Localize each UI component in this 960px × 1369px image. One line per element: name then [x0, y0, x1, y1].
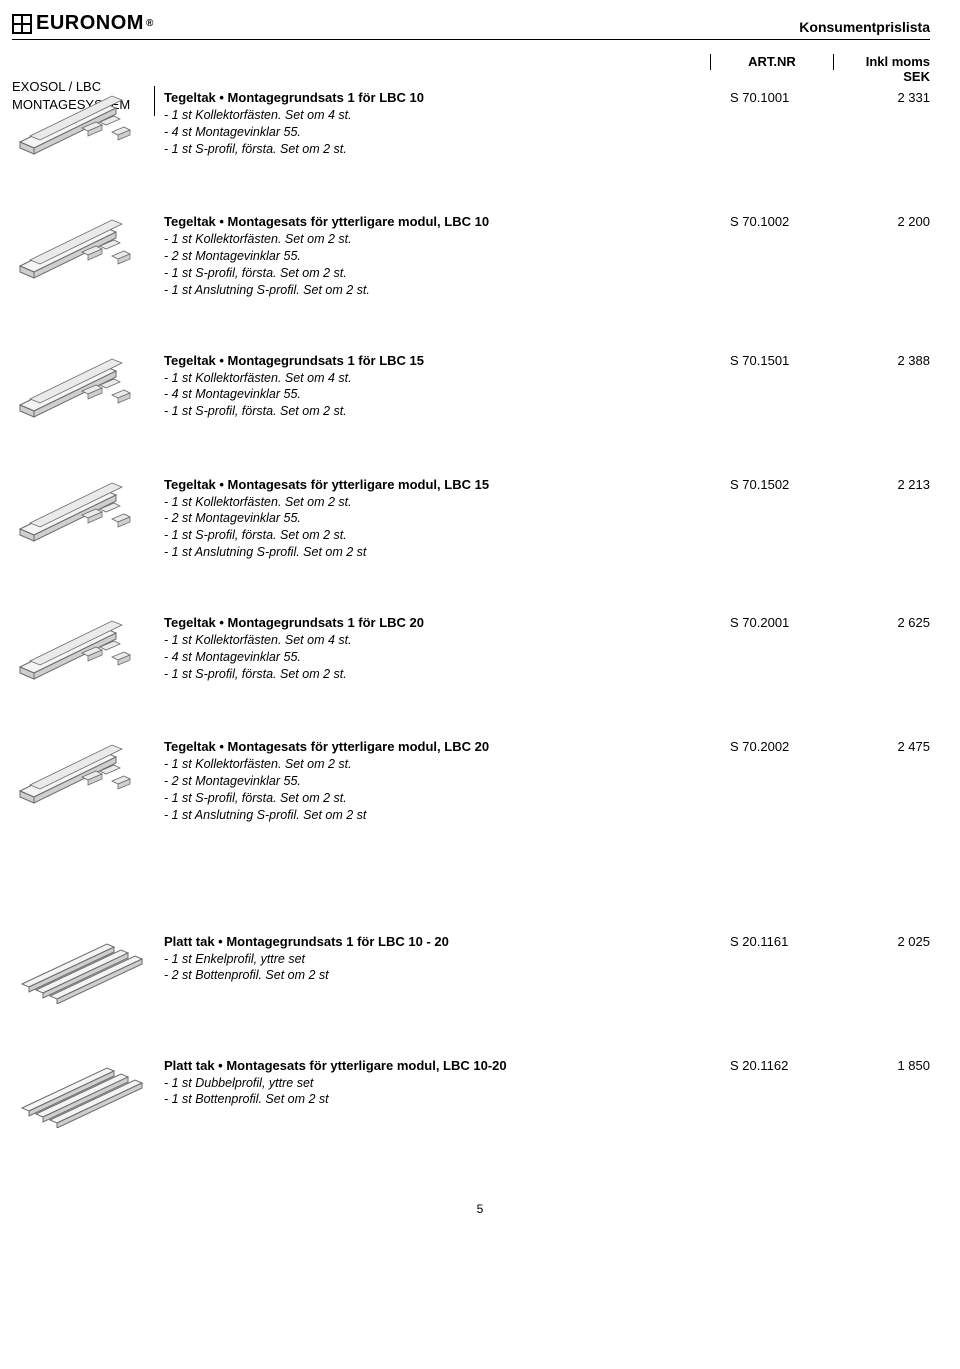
item-art-number: S 20.1162: [730, 1058, 840, 1073]
item-art-number: S 70.2002: [730, 739, 840, 754]
item-description: Platt tak • Montagesats för ytterligare …: [164, 1058, 730, 1109]
item-art-number: S 70.1501: [730, 353, 840, 368]
item-title: Tegeltak • Montagegrundsats 1 för LBC 15: [164, 353, 722, 368]
price-item: Tegeltak • Montagegrundsats 1 för LBC 20…: [12, 615, 930, 685]
item-description: Tegeltak • Montagesats för ytterligare m…: [164, 739, 730, 824]
item-title: Tegeltak • Montagesats för ytterligare m…: [164, 477, 722, 492]
item-details: - 1 st Kollektorfästen. Set om 2 st.- 2 …: [164, 494, 722, 562]
item-thumbnail: [12, 615, 152, 685]
item-price: 2 213: [840, 477, 930, 492]
column-header-price: Inkl momsSEK: [840, 54, 930, 84]
item-title: Platt tak • Montagesats för ytterligare …: [164, 1058, 722, 1073]
item-title: Tegeltak • Montagegrundsats 1 för LBC 20: [164, 615, 722, 630]
page-number: 5: [0, 1202, 960, 1228]
item-thumbnail: [12, 214, 152, 284]
registered-mark: ®: [146, 18, 154, 29]
column-header-art: ART.NR: [717, 54, 827, 84]
item-thumbnail: [12, 477, 152, 547]
item-title: Platt tak • Montagegrundsats 1 för LBC 1…: [164, 934, 722, 949]
price-item: Tegeltak • Montagesats för ytterligare m…: [12, 214, 930, 299]
item-details: - 1 st Kollektorfästen. Set om 2 st.- 2 …: [164, 231, 722, 299]
brand-name: EURONOM: [36, 12, 144, 35]
header-sep-2: [833, 54, 834, 70]
item-thumbnail: [12, 1058, 152, 1128]
item-details: - 1 st Enkelprofil, yttre set- 2 st Bott…: [164, 951, 722, 985]
brand-logo-icon: [12, 14, 32, 34]
item-price: 2 025: [840, 934, 930, 949]
item-art-number: S 20.1161: [730, 934, 840, 949]
item-title: Tegeltak • Montagesats för ytterligare m…: [164, 739, 722, 754]
item-description: Tegeltak • Montagesats för ytterligare m…: [164, 214, 730, 299]
item-title: Tegeltak • Montagesats för ytterligare m…: [164, 214, 722, 229]
item-details: - 1 st Kollektorfästen. Set om 4 st.- 4 …: [164, 632, 722, 683]
item-details: - 1 st Kollektorfästen. Set om 2 st.- 2 …: [164, 756, 722, 824]
content: ART.NR Inkl momsSEK EXOSOL / LBCMONTAGES…: [0, 40, 960, 1202]
item-description: Tegeltak • Montagegrundsats 1 för LBC 10…: [164, 90, 730, 158]
item-details: - 1 st Kollektorfästen. Set om 4 st.- 4 …: [164, 107, 722, 158]
item-art-number: S 70.1502: [730, 477, 840, 492]
page-header: EURONOM ® Konsumentprislista: [0, 0, 960, 35]
item-thumbnail: [12, 739, 152, 809]
item-details: - 1 st Kollektorfästen. Set om 4 st.- 4 …: [164, 370, 722, 421]
item-description: Tegeltak • Montagegrundsats 1 för LBC 20…: [164, 615, 730, 683]
document-type: Konsumentprislista: [799, 19, 930, 35]
item-price: 2 388: [840, 353, 930, 368]
item-art-number: S 70.1002: [730, 214, 840, 229]
item-thumbnail: [12, 934, 152, 1004]
item-title: Tegeltak • Montagegrundsats 1 för LBC 10: [164, 90, 722, 105]
item-price: 1 850: [840, 1058, 930, 1073]
price-item: Tegeltak • Montagegrundsats 1 för LBC 15…: [12, 353, 930, 423]
item-price: 2 475: [840, 739, 930, 754]
price-item: Platt tak • Montagegrundsats 1 för LBC 1…: [12, 934, 930, 1004]
column-separator: [154, 86, 155, 116]
item-art-number: S 70.1001: [730, 90, 840, 105]
item-price: 2 625: [840, 615, 930, 630]
item-description: Tegeltak • Montagegrundsats 1 för LBC 15…: [164, 353, 730, 421]
item-details: - 1 st Dubbelprofil, yttre set- 1 st Bot…: [164, 1075, 722, 1109]
item-list: Tegeltak • Montagegrundsats 1 för LBC 10…: [12, 90, 930, 1128]
item-price: 2 331: [840, 90, 930, 105]
table-header: ART.NR Inkl momsSEK: [164, 54, 930, 84]
brand-logo: EURONOM ®: [12, 12, 154, 35]
price-item: Platt tak • Montagesats för ytterligare …: [12, 1058, 930, 1128]
item-price: 2 200: [840, 214, 930, 229]
price-item: Tegeltak • Montagesats för ytterligare m…: [12, 477, 930, 562]
price-item: Tegeltak • Montagegrundsats 1 för LBC 10…: [12, 90, 930, 160]
item-description: Platt tak • Montagegrundsats 1 för LBC 1…: [164, 934, 730, 985]
item-thumbnail: [12, 353, 152, 423]
item-art-number: S 70.2001: [730, 615, 840, 630]
item-thumbnail: [12, 90, 152, 160]
header-sep-1: [710, 54, 711, 70]
item-description: Tegeltak • Montagesats för ytterligare m…: [164, 477, 730, 562]
price-item: Tegeltak • Montagesats för ytterligare m…: [12, 739, 930, 824]
